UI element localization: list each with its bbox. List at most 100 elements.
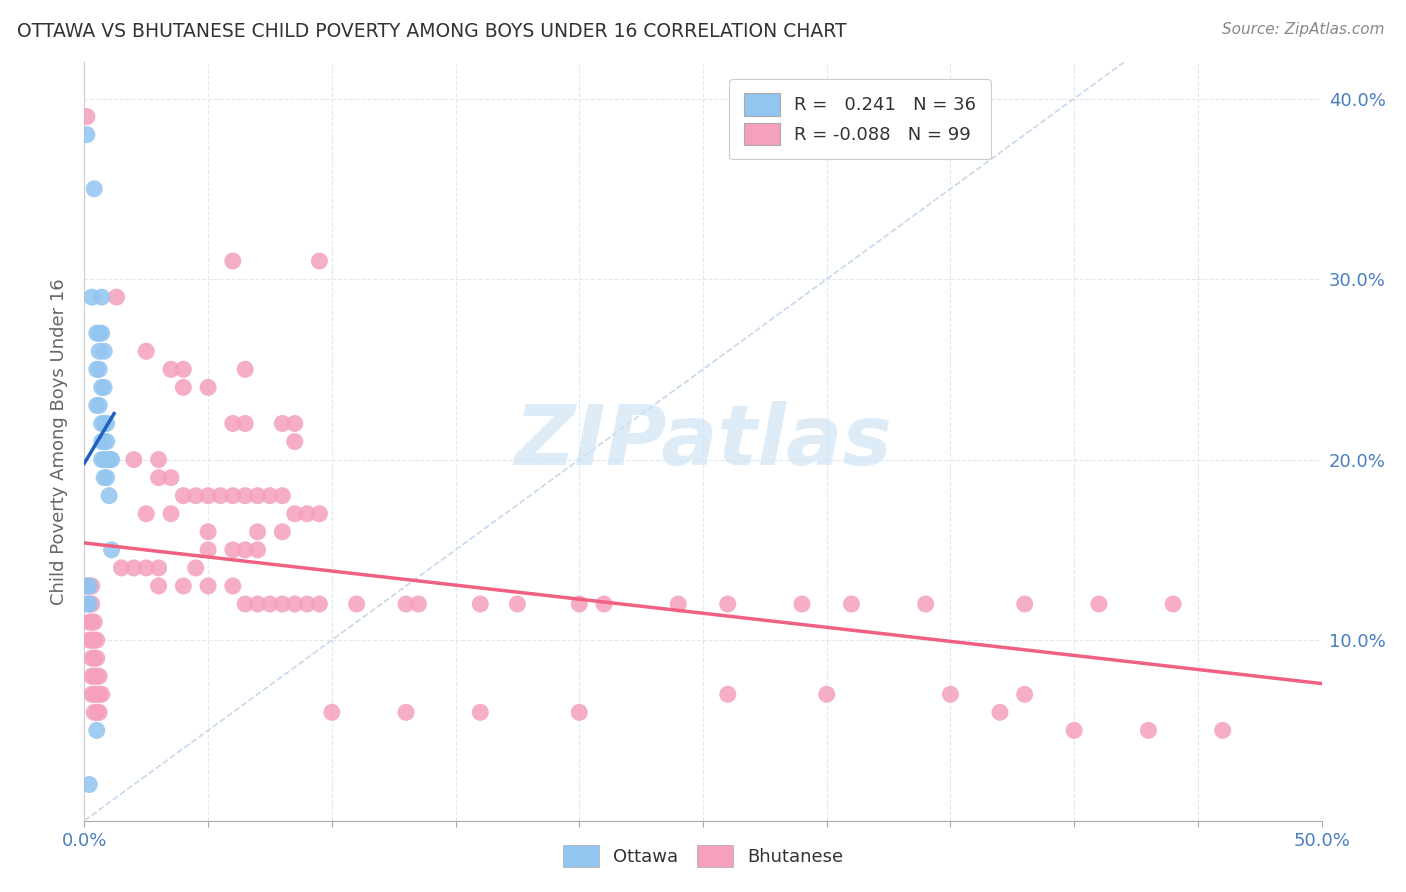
Point [76,579,98,593]
Point [1014,687,1036,701]
Point [593,597,616,611]
Point [86,706,108,720]
Point [222,579,245,593]
Point [79,615,101,629]
Point [284,434,307,449]
Point [914,597,936,611]
Point [90,687,112,701]
Point [233,362,256,376]
Point [395,597,418,611]
Point [80,579,103,593]
Point [110,561,132,575]
Point [98,489,121,503]
Text: Source: ZipAtlas.com: Source: ZipAtlas.com [1222,22,1385,37]
Point [76,128,98,142]
Point [100,542,122,557]
Point [83,615,105,629]
Point [197,542,219,557]
Point [89,706,111,720]
Point [76,579,98,593]
Point [79,597,101,611]
Point [80,669,103,683]
Point [148,579,170,593]
Point [222,542,245,557]
Point [308,597,330,611]
Point [395,706,418,720]
Point [90,326,112,341]
Point [284,507,307,521]
Point [148,452,170,467]
Point [86,362,108,376]
Point [197,579,219,593]
Point [271,489,294,503]
Point [80,651,103,665]
Legend: Ottawa, Bhutanese: Ottawa, Bhutanese [554,836,852,876]
Point [76,110,98,124]
Point [135,344,157,359]
Point [122,561,145,575]
Point [815,687,838,701]
Text: ZIPatlas: ZIPatlas [515,401,891,482]
Point [89,326,111,341]
Point [135,507,157,521]
Point [939,687,962,701]
Point [1014,597,1036,611]
Point [98,452,121,467]
Point [988,706,1011,720]
Point [80,290,103,304]
Point [83,651,105,665]
Point [148,561,170,575]
Point [80,687,103,701]
Point [93,452,115,467]
Point [96,452,118,467]
Point [96,417,118,431]
Point [666,597,689,611]
Point [83,669,105,683]
Point [470,706,492,720]
Point [90,434,112,449]
Point [197,524,219,539]
Point [93,417,115,431]
Point [86,399,108,413]
Point [105,290,128,304]
Point [321,706,343,720]
Point [197,380,219,394]
Point [233,597,256,611]
Point [83,633,105,648]
Point [96,434,118,449]
Point [172,380,194,394]
Point [506,597,529,611]
Point [308,507,330,521]
Point [197,489,219,503]
Point [90,380,112,394]
Point [83,687,105,701]
Point [233,542,256,557]
Point [100,452,122,467]
Point [1063,723,1085,738]
Point [148,470,170,484]
Point [79,579,101,593]
Point [568,597,591,611]
Point [308,254,330,268]
Point [86,669,108,683]
Point [90,290,112,304]
Point [160,507,183,521]
Point [80,597,103,611]
Point [86,723,108,738]
Point [346,597,368,611]
Point [86,633,108,648]
Point [717,687,740,701]
Point [79,597,101,611]
Y-axis label: Child Poverty Among Boys Under 16: Child Poverty Among Boys Under 16 [51,278,69,605]
Point [841,597,863,611]
Point [1088,597,1111,611]
Text: OTTAWA VS BHUTANESE CHILD POVERTY AMONG BOYS UNDER 16 CORRELATION CHART: OTTAWA VS BHUTANESE CHILD POVERTY AMONG … [17,22,846,41]
Point [93,434,115,449]
Point [259,489,281,503]
Point [122,452,145,467]
Point [83,182,105,196]
Point [86,687,108,701]
Point [408,597,430,611]
Point [172,362,194,376]
Point [295,507,318,521]
